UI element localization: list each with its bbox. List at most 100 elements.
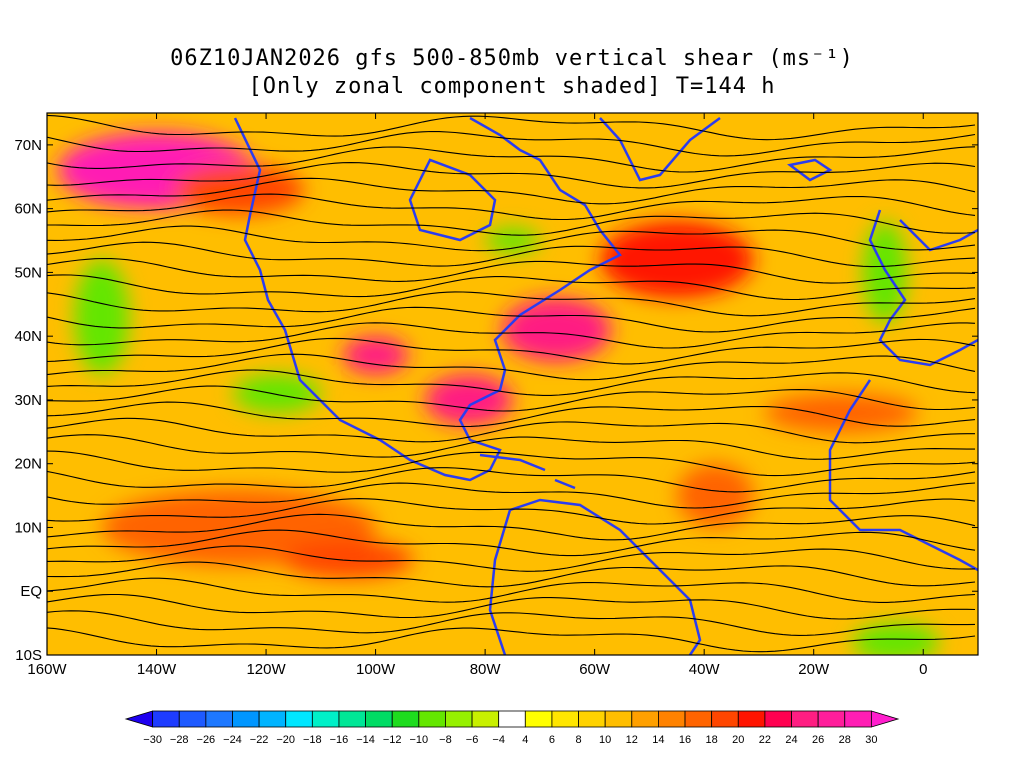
- colorbar-swatch-24: [764, 710, 792, 728]
- colorbar-level-label: 30: [865, 734, 877, 746]
- colorbar-level-label: −6: [466, 734, 479, 746]
- map-frame: [46, 112, 979, 656]
- colorbar-swatch-1: [152, 710, 180, 728]
- streamline-18: [47, 401, 976, 428]
- map-plot-area: [47, 113, 978, 655]
- coastlines: [233, 116, 978, 655]
- streamline-2: [47, 146, 976, 173]
- streamline-7: [47, 225, 976, 252]
- africa-coastline: [828, 379, 978, 572]
- shear-region-9: [282, 540, 414, 579]
- colorbar-swatch-7: [311, 710, 340, 728]
- longitude-axis: 160W 140W 120W 100W 80W 60W 40W 20W 0: [27, 113, 927, 678]
- colorbar-swatch-0: [124, 710, 154, 728]
- colorbar: −30 −28 −26 −24 −22 −20 −18 −16 −14 −12 −10 −8 −6 −4 4…: [124, 710, 900, 746]
- colorbar-swatch-18: [604, 710, 633, 728]
- streamline-1: [47, 130, 976, 157]
- streamline-3: [47, 162, 976, 189]
- colorbar-swatch-4: [232, 710, 260, 728]
- colorbar-level-label: 12: [626, 734, 638, 746]
- streamline-25: [47, 513, 976, 541]
- shear-region-14: [485, 227, 540, 254]
- streamline-29: [47, 577, 976, 603]
- colorbar-level-label: −12: [383, 734, 402, 746]
- streamline-32: [47, 627, 976, 653]
- streamline-31: [47, 610, 976, 636]
- colorbar-level-label: −24: [223, 734, 242, 746]
- streamline-19: [47, 417, 975, 444]
- colorbar-swatch-6: [285, 710, 313, 728]
- colorbar-swatch-5: [258, 710, 287, 728]
- colorbar-swatch-26: [817, 710, 846, 728]
- streamline-0: [47, 114, 976, 141]
- streamline-13: [47, 322, 976, 349]
- colorbar-swatch-17: [578, 710, 606, 728]
- caribbean-coastline: [479, 453, 576, 490]
- colorbar-level-label: 16: [679, 734, 691, 746]
- colorbar-swatch-2: [178, 710, 207, 728]
- colorbar-swatch-16: [551, 710, 579, 728]
- colorbar-swatch-20: [658, 710, 686, 728]
- colorbar-level-label: −18: [303, 734, 322, 746]
- lon-tick-label: 40W: [689, 661, 721, 678]
- europe-coastline: [868, 209, 978, 367]
- streamline-28: [47, 561, 976, 588]
- streamlines: [47, 114, 976, 653]
- colorbar-swatch-10: [391, 710, 420, 728]
- lat-tick-label: 30N: [14, 392, 42, 409]
- colorbar-swatch-11: [418, 710, 446, 728]
- colorbar-level-label: −22: [250, 734, 269, 746]
- colorbar-swatch-8: [338, 710, 366, 728]
- streamline-6: [47, 209, 976, 236]
- streamline-30: [47, 593, 976, 620]
- colorbar-swatch-23: [737, 710, 766, 728]
- streamline-15: [47, 353, 976, 381]
- colorbar-swatch-28: [870, 710, 900, 728]
- streamline-22: [47, 467, 976, 493]
- lon-tick-label: 20W: [798, 661, 830, 678]
- streamline-20: [47, 434, 975, 460]
- south-america-coastline: [488, 498, 702, 655]
- streamline-21: [47, 450, 976, 477]
- shear-shading: [57, 132, 940, 655]
- lon-tick-label: 0: [919, 661, 927, 678]
- colorbar-level-label: 6: [549, 734, 555, 746]
- lon-tick-label: 60W: [579, 661, 611, 678]
- lon-tick-label: 140W: [137, 661, 177, 678]
- streamline-24: [47, 498, 976, 525]
- colorbar-swatch-9: [365, 710, 393, 728]
- streamline-12: [47, 306, 976, 333]
- colorbar-level-label: −4: [492, 734, 505, 746]
- shear-region-5: [501, 297, 612, 362]
- colorbar-level-label: −16: [330, 734, 349, 746]
- plot-title-line2: [Only zonal component shaded] T=144 h: [248, 74, 776, 99]
- colorbar-level-label: 8: [575, 734, 581, 746]
- colorbar-swatch-12: [445, 710, 473, 728]
- colorbar-level-label: 4: [522, 734, 528, 746]
- colorbar-level-label: −20: [276, 734, 295, 746]
- streamline-11: [47, 291, 976, 317]
- lat-tick-label: 40N: [14, 328, 42, 345]
- colorbar-level-label: 20: [732, 734, 744, 746]
- shear-region-10: [676, 463, 754, 528]
- colorbar-level-label: 10: [599, 734, 611, 746]
- north-america-coastline: [233, 116, 622, 482]
- colorbar-swatch-22: [711, 710, 739, 728]
- shear-region-4: [600, 221, 754, 298]
- shear-region-2: [74, 259, 130, 375]
- colorbar-level-label: −30: [143, 734, 162, 746]
- colorbar-swatch-14: [498, 710, 526, 728]
- colorbar-level-label: 28: [839, 734, 851, 746]
- shear-region-6: [424, 374, 513, 426]
- streamline-14: [47, 337, 976, 365]
- streamline-9: [47, 257, 976, 284]
- lon-tick-label: 120W: [246, 661, 286, 678]
- colorbar-level-label: 26: [812, 734, 824, 746]
- streamline-8: [47, 241, 976, 268]
- colorbar-level-label: −28: [170, 734, 189, 746]
- streamline-27: [47, 545, 976, 572]
- colorbar-level-label: 24: [785, 734, 797, 746]
- shear-region-7: [342, 336, 409, 375]
- streamline-23: [47, 482, 976, 509]
